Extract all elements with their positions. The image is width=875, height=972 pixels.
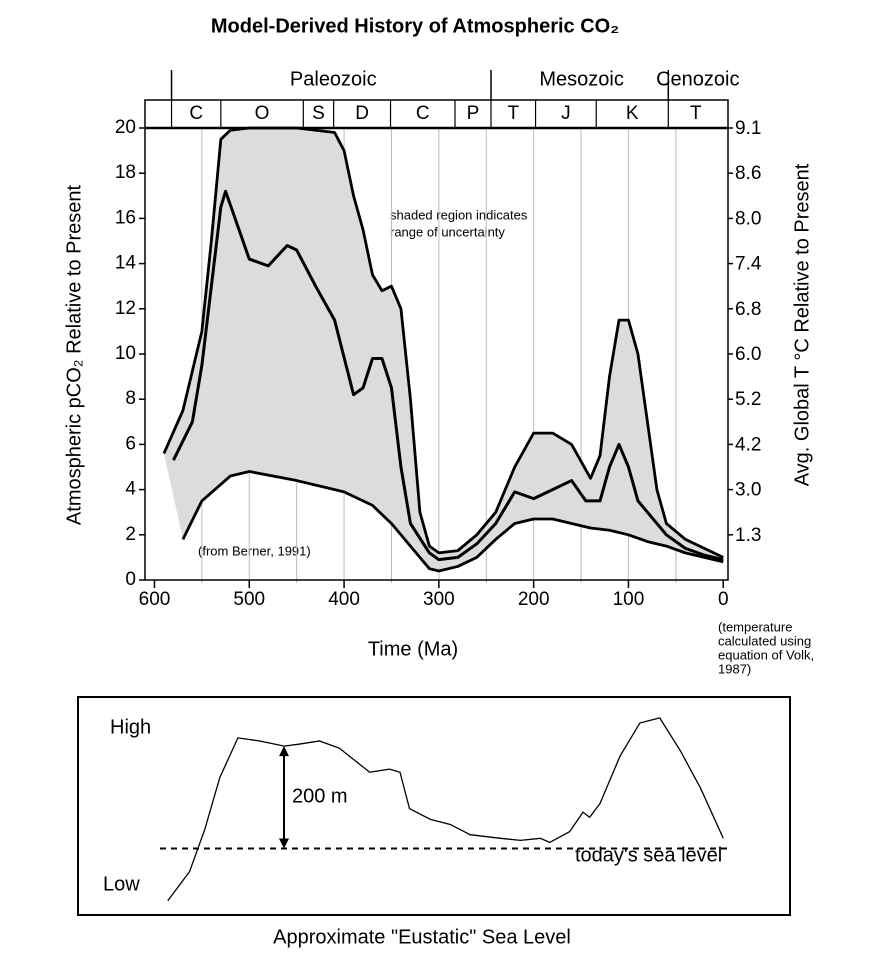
era-label: Mesozoic (539, 68, 623, 90)
y2-tick-label: 4.2 (735, 434, 761, 455)
annotation: shaded region indicates (390, 207, 528, 222)
co2-line (162, 126, 724, 559)
annotation: (from Berner, 1991) (198, 543, 311, 558)
y-tick-label: 18 (115, 162, 136, 183)
y2-tick-label: 8.6 (735, 163, 761, 184)
plot-frame (144, 99, 729, 581)
y2-tick-label: 5.2 (735, 389, 761, 410)
x-tick-label: 200 (518, 589, 550, 610)
y2-axis-label: Avg. Global T °C Relative to Present (791, 163, 813, 486)
uncertainty-area (163, 128, 724, 571)
y2-tick-label: 9.1 (735, 118, 761, 139)
y2-tick-label: 8.0 (735, 208, 761, 229)
period-label: K (626, 103, 639, 124)
co2-line (181, 470, 724, 573)
y2-tick-label: 7.4 (735, 254, 762, 275)
x-tick-label: 400 (328, 589, 360, 610)
annotation: 1987) (718, 661, 751, 676)
x-tick-label: 0 (718, 589, 729, 610)
era-label: Paleozoic (290, 68, 377, 90)
sea-level-caption: Approximate "Eustatic" Sea Level (273, 926, 571, 948)
y-tick-label: 2 (125, 524, 136, 545)
sea-level-frame (77, 696, 791, 916)
arrow-head (279, 746, 289, 757)
period-label: C (189, 103, 203, 124)
period-label: J (561, 103, 571, 124)
chart-title: Model-Derived History of Atmospheric CO₂ (211, 15, 619, 37)
y2-tick-label: 6.8 (735, 299, 761, 320)
y-tick-label: 16 (115, 207, 136, 228)
period-label: C (416, 103, 430, 124)
y-tick-label: 12 (115, 298, 136, 319)
x-tick-label: 100 (613, 589, 645, 610)
sea-level-line (167, 717, 724, 902)
arrow-head (279, 838, 289, 849)
x-tick-label: 300 (423, 589, 455, 610)
y-tick-label: 6 (125, 433, 136, 454)
annotation: range of uncertainty (390, 224, 505, 239)
y-tick-label: 0 (125, 569, 136, 590)
x-tick-label: 600 (139, 589, 171, 610)
era-label: Cenozoic (656, 68, 739, 90)
y-tick-label: 20 (115, 117, 136, 138)
annotation: equation of Volk, (718, 647, 814, 662)
y-tick-label: 4 (125, 479, 136, 500)
annotation: calculated using (718, 633, 811, 648)
period-label: T (507, 103, 519, 124)
y-tick-label: 8 (125, 388, 136, 409)
high-label: High (110, 716, 151, 738)
low-label: Low (103, 873, 140, 895)
period-label: P (467, 103, 480, 124)
period-label: O (255, 103, 270, 124)
y2-tick-label: 1.3 (735, 525, 761, 546)
x-tick-label: 500 (233, 589, 265, 610)
level-label: today's sea level (575, 844, 722, 866)
y2-tick-label: 3.0 (735, 480, 761, 501)
y-tick-label: 14 (115, 253, 137, 274)
annotation: (temperature (718, 619, 792, 634)
arrow-label: 200 m (292, 785, 348, 807)
y-tick-label: 10 (115, 343, 136, 364)
period-label: D (355, 103, 369, 124)
co2-line (172, 189, 724, 562)
x-axis-label: Time (Ma) (368, 638, 458, 660)
y-axis-label: Atmospheric pCO₂ Relative to Present (63, 185, 85, 526)
period-label: S (312, 103, 325, 124)
y2-tick-label: 6.0 (735, 344, 761, 365)
period-label: T (690, 103, 702, 124)
